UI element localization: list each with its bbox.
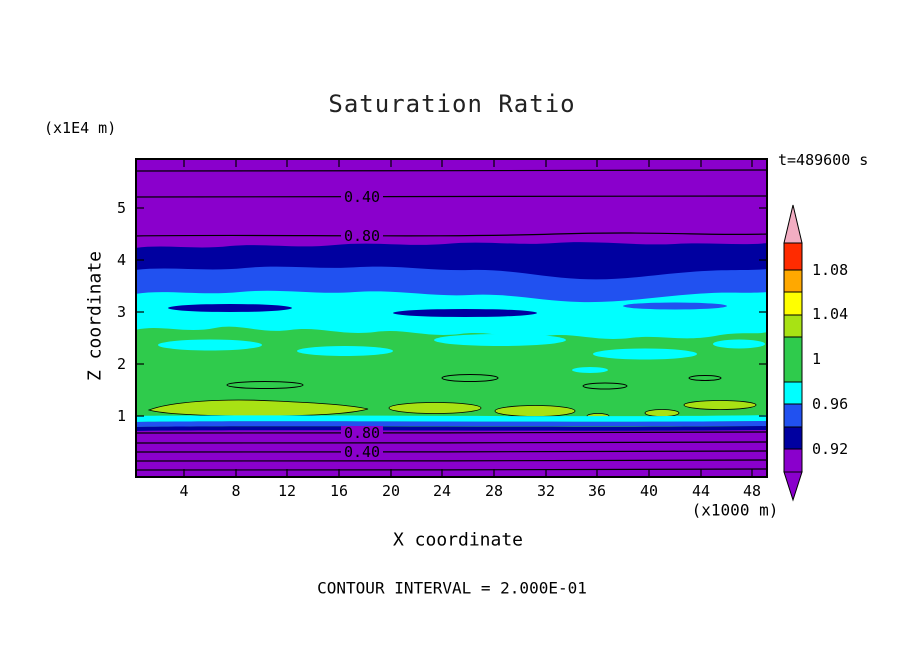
colorbar-arrow-bottom xyxy=(783,471,803,502)
contour-line xyxy=(134,441,769,444)
x-tick-label: 32 xyxy=(536,482,556,500)
colorbar-label: 1.08 xyxy=(812,261,849,279)
contour-line-080 xyxy=(134,431,769,434)
x-tick-label: 28 xyxy=(484,482,504,500)
y-tick-label: 3 xyxy=(116,303,126,321)
contour-label-bg xyxy=(341,445,383,459)
colorbar xyxy=(781,203,811,507)
contour-line-040 xyxy=(134,450,769,453)
fill-strip-cyan-bottom xyxy=(135,415,768,422)
x-axis-unit: (x1000 m) xyxy=(691,500,779,520)
lower-line-contours xyxy=(134,431,769,471)
cyan-patch xyxy=(713,339,765,349)
contour-plot: 0.40 0.80 0.80 0.40 xyxy=(134,158,769,478)
x-tick-label: 16 xyxy=(329,482,349,500)
colorbar-segment-green xyxy=(783,336,803,383)
colorbar-label: 0.92 xyxy=(812,440,849,458)
colorbar-segment-red xyxy=(783,242,803,271)
contour-label-lower-040: 0.40 xyxy=(344,443,380,461)
x-axis-title: X coordinate xyxy=(392,529,524,551)
plot-frame xyxy=(135,158,768,478)
contour-label-upper-040: 0.40 xyxy=(344,188,380,206)
unit-contour-squiggles xyxy=(226,374,722,390)
chartreuse-patch xyxy=(388,402,482,414)
x-tick-label: 36 xyxy=(587,482,607,500)
contour-loop xyxy=(226,381,304,389)
cyan-patches-in-green-band xyxy=(158,334,765,373)
contour-line-080 xyxy=(134,232,769,237)
fill-strip-blue-bottom xyxy=(135,421,768,427)
chartreuse-patches xyxy=(147,399,757,419)
colorbar-segment-orange xyxy=(783,269,803,293)
time-annotation: t=489600 s xyxy=(778,151,869,169)
colorbar-label: 1 xyxy=(812,350,822,368)
colorbar-segment-cyan xyxy=(783,381,803,405)
dark-streaks-in-cyan-band xyxy=(168,302,727,317)
contour-label-bg xyxy=(341,426,383,440)
colorbar-segment-chartreuse xyxy=(783,314,803,338)
cyan-patch xyxy=(434,334,566,346)
y-tick-label: 2 xyxy=(116,355,126,373)
axis-tick-marks xyxy=(137,160,766,476)
contour-loop xyxy=(688,375,722,381)
upper-line-contours xyxy=(134,169,769,237)
cyan-patch xyxy=(572,367,608,373)
cyan-patch xyxy=(297,346,393,356)
x-tick-label: 8 xyxy=(231,482,241,500)
colorbar-label: 0.96 xyxy=(812,395,849,413)
x-tick-label: 4 xyxy=(179,482,189,500)
x-tick-label: 24 xyxy=(432,482,452,500)
contour-loop xyxy=(441,374,499,382)
contour-interval-note: CONTOUR INTERVAL = 2.000E-01 xyxy=(317,578,587,598)
fill-strip-navy-bottom xyxy=(135,426,768,432)
fill-purple-bottom xyxy=(135,430,768,478)
colorbar-segment-yellow xyxy=(783,291,803,316)
colorbar-arrow-top xyxy=(783,204,803,244)
contour-loop xyxy=(582,382,628,390)
colorbar-segment-blue xyxy=(783,403,803,428)
chartreuse-patch xyxy=(644,409,680,417)
blue-streak xyxy=(623,302,727,310)
y-axis-title: Z coordinate xyxy=(84,250,106,382)
cyan-patch xyxy=(158,339,262,351)
chartreuse-patch xyxy=(683,400,757,410)
colorbar-label: 1.04 xyxy=(812,305,849,323)
contour-line-040 xyxy=(134,195,769,198)
colorbar-svg xyxy=(783,204,803,502)
colorbar-segment-navy xyxy=(783,426,803,450)
contour-label-upper-080: 0.80 xyxy=(344,227,380,245)
cyan-patch xyxy=(593,348,697,360)
contour-plot-area: 0.40 0.80 0.80 0.40 xyxy=(134,158,769,482)
contour-line xyxy=(134,169,769,172)
x-tick-label: 48 xyxy=(742,482,762,500)
x-tick-label: 12 xyxy=(277,482,297,500)
y-tick-label: 5 xyxy=(116,199,126,217)
y-axis-unit: (x1E4 m) xyxy=(44,119,117,137)
contour-line xyxy=(134,459,769,462)
contour-line xyxy=(134,468,769,471)
x-tick-label: 44 xyxy=(691,482,711,500)
navy-streak xyxy=(168,304,292,312)
colorbar-segment-purple xyxy=(783,448,803,473)
chartreuse-patch xyxy=(494,405,576,417)
contour-label-lower-080: 0.80 xyxy=(344,424,380,442)
contour-label-bg xyxy=(341,189,383,204)
y-tick-label: 4 xyxy=(116,251,126,269)
navy-streak xyxy=(393,309,537,317)
page-title: Saturation Ratio xyxy=(328,90,576,118)
x-tick-label: 40 xyxy=(639,482,659,500)
y-tick-label: 1 xyxy=(116,407,126,425)
contour-label-bg xyxy=(341,228,383,243)
x-tick-label: 20 xyxy=(381,482,401,500)
